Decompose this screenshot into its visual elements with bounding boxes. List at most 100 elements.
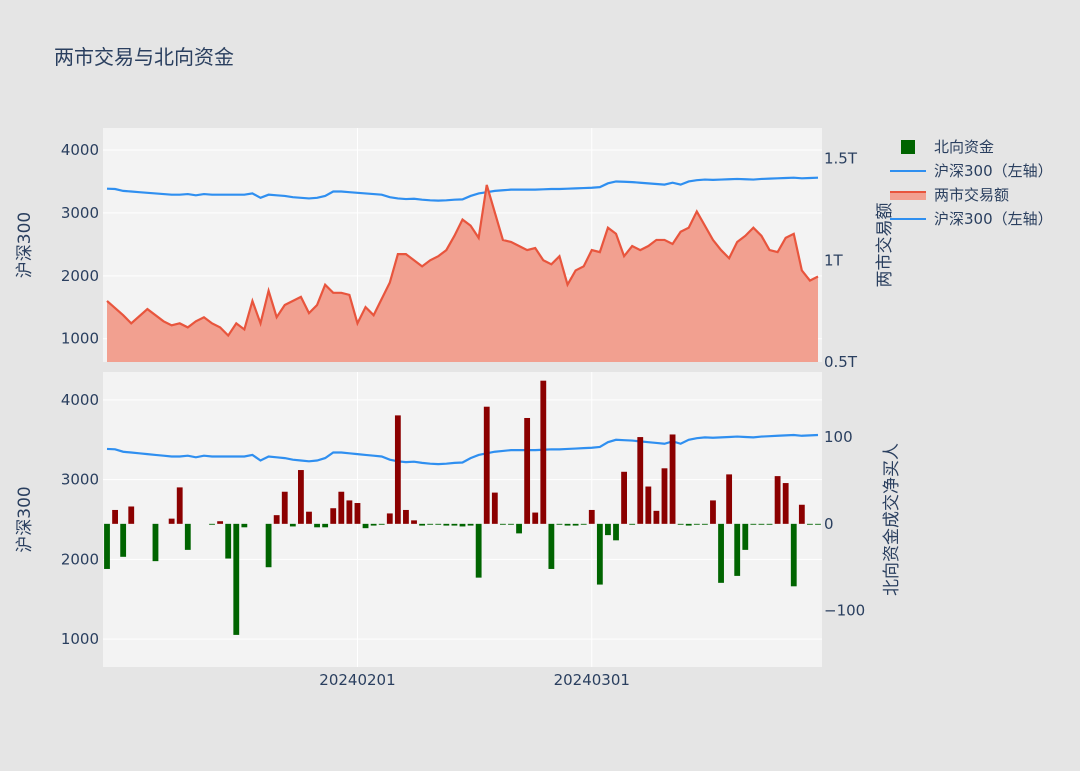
bar-northbound: [790, 523, 797, 587]
y-left-tick-label: 3000: [61, 204, 99, 222]
bar-northbound: [281, 491, 288, 524]
bar-northbound: [815, 523, 821, 525]
bar-northbound: [742, 523, 749, 550]
chart-title: 两市交易与北向资金: [54, 45, 234, 69]
x-tick-label: 20240301: [554, 671, 630, 689]
bar-northbound: [209, 523, 215, 525]
bar-northbound: [354, 503, 361, 524]
bar-northbound: [435, 523, 442, 525]
bar-northbound: [128, 506, 135, 524]
legend-item: 北向资金: [901, 138, 994, 156]
bar-northbound: [459, 523, 466, 527]
bar-northbound: [427, 523, 434, 525]
bar-northbound: [338, 491, 345, 524]
bar-northbound: [718, 523, 724, 583]
y-left-axis-title: 沪深300: [15, 212, 35, 278]
bar-northbound: [176, 487, 183, 524]
bar-northbound: [403, 509, 409, 524]
panel-bottom: 1000 2000 3000 4000 −100 0 100 20240201 20240301…: [15, 372, 902, 689]
bar-northbound: [508, 523, 514, 525]
bar-northbound: [330, 508, 337, 524]
bar-northbound: [621, 471, 627, 524]
bar-northbound: [661, 468, 668, 524]
bar-northbound: [564, 523, 571, 526]
bar-northbound: [378, 523, 385, 525]
bar-northbound: [685, 523, 692, 526]
bar-northbound: [386, 513, 393, 524]
turnover-line: [106, 184, 819, 338]
bar-northbound: [314, 523, 320, 528]
y-right-axis-title: 北向资金成交净买人: [882, 443, 902, 596]
bar-northbound: [653, 510, 660, 524]
bar-northbound: [734, 523, 741, 576]
bar-northbound: [491, 492, 498, 524]
bar-northbound: [774, 476, 781, 524]
bar-northbound: [669, 434, 676, 524]
bar-northbound: [798, 504, 805, 524]
bar-northbound: [637, 437, 644, 524]
bar-northbound: [419, 523, 426, 526]
bar-northbound: [807, 523, 813, 525]
bar-northbound: [629, 523, 636, 525]
legend-swatch-area: [890, 192, 926, 200]
bar-northbound: [499, 523, 506, 525]
bar-northbound: [233, 523, 240, 635]
y-left-axis-title: 沪深300: [15, 486, 35, 552]
legend-item: 沪深300（左轴）: [890, 210, 1053, 228]
legend-label: 两市交易额: [934, 186, 1009, 204]
bar-northbound: [394, 415, 401, 524]
bar-northbound: [750, 523, 757, 525]
bar-northbound: [532, 512, 539, 524]
bar-northbound: [112, 509, 118, 524]
bar-northbound: [217, 521, 224, 524]
bar-northbound: [483, 406, 490, 524]
y-left-tick-label: 3000: [61, 471, 99, 489]
plot-area-bottom: [103, 372, 822, 667]
bar-northbound: [475, 523, 482, 578]
panel-top: 1000 2000 3000 4000 0.5T 1T 1.5T 沪深300 两市交易额: [15, 128, 895, 371]
legend-item: 沪深300（左轴）: [890, 162, 1053, 180]
bar-northbound: [548, 523, 555, 569]
bar-northbound: [322, 523, 329, 528]
bar-northbound: [596, 523, 603, 585]
bar-northbound: [451, 523, 458, 526]
bar-northbound: [726, 474, 733, 524]
bar-northbound: [265, 523, 272, 568]
bar-northbound: [467, 523, 474, 526]
y-left-tick-label: 2000: [61, 550, 99, 568]
y-right-tick-label: −100: [824, 602, 865, 620]
bar-northbound: [306, 511, 312, 524]
bar-northbound: [588, 509, 595, 524]
bar-northbound: [613, 523, 619, 541]
y-right-tick-label: 1.5T: [824, 150, 858, 168]
bar-northbound: [556, 523, 563, 525]
y-left-tick-label: 1000: [61, 330, 99, 348]
bar-northbound: [273, 515, 280, 524]
y-right-tick-label: 100: [824, 428, 853, 446]
legend-label: 沪深300（左轴）: [934, 162, 1053, 180]
legend-swatch-bar: [901, 140, 915, 154]
bar-northbound: [645, 486, 652, 524]
bar-northbound: [362, 523, 369, 529]
bar-northbound: [580, 523, 587, 525]
bar-northbound: [241, 523, 248, 528]
bar-northbound: [411, 520, 417, 524]
bar-northbound: [289, 523, 296, 527]
bar-northbound: [605, 523, 611, 536]
bar-northbound: [370, 523, 377, 526]
y-right-axis-title: 两市交易额: [875, 203, 895, 288]
bar-northbound: [710, 500, 716, 524]
legend-item: 两市交易额: [890, 186, 1009, 204]
bar-northbound: [572, 523, 579, 526]
bar-northbound: [524, 417, 531, 524]
bar-northbound: [225, 523, 232, 559]
legend-label: 沪深300（左轴）: [934, 210, 1053, 228]
csi300-line: [106, 176, 819, 202]
bar-northbound: [693, 523, 700, 525]
y-left-tick-label: 4000: [61, 141, 99, 159]
bar-northbound: [443, 523, 450, 526]
bar-northbound: [701, 523, 708, 525]
